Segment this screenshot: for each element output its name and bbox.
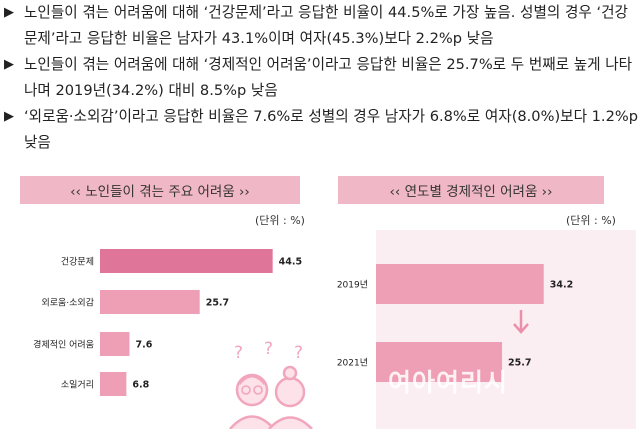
elderly-couple-icon: ? ? ? [229,340,313,429]
chart-background [376,230,636,429]
watermark-text: 여아여리시 [388,368,509,397]
value-label: 7.6 [135,340,152,351]
left-bar-chart: 건강문제 44.5 외로움·소외감 25.7 경제적인 어려움 7.6 소일거리 6.8 [33,249,302,396]
bullet-item: ▶ 노인들이 겪는 어려움에 대해 ‘건강문제’라고 응답한 비율이 44.5%… [4,0,640,52]
bar [100,249,273,273]
svg-text:?: ? [264,340,273,359]
triangle-bullet-icon: ▶ [4,57,14,72]
triangle-bullet-icon: ▶ [4,109,14,124]
value-label: 34.2 [550,280,573,291]
right-chart-title: ‹‹ 연도별 경제적인 어려움 ›› [338,176,604,204]
category-label: 외로움·소외감 [41,297,94,309]
bullet-text: ‘외로움·소외감’이라고 응답한 비율은 7.6%로 성별의 경우 남자가 6.… [24,108,638,151]
bullet-text: 노인들이 겪는 어려움에 대해 ‘건강문제’라고 응답한 비율이 44.5%로 … [24,4,628,47]
bullet-list: ▶ 노인들이 겪는 어려움에 대해 ‘건강문제’라고 응답한 비율이 44.5%… [4,0,640,156]
category-label: 2019년 [337,280,368,291]
value-label: 25.7 [206,298,229,309]
down-arrow-head-icon [513,323,529,334]
svg-text:?: ? [234,343,243,363]
value-label: 44.5 [279,257,302,268]
bullet-item: ▶ 노인들이 겪는 어려움에 대해 ‘경제적인 어려움’이라고 응답한 비율은 … [4,52,640,104]
bar [100,332,130,356]
value-label: 25.7 [508,358,531,369]
triangle-bullet-icon: ▶ [4,5,14,20]
svg-text:?: ? [294,343,303,363]
right-bar-chart: 2019년 34.2 2021년 25.7 [337,230,636,429]
bullet-text: 노인들이 겪는 어려움에 대해 ‘경제적인 어려움’이라고 응답한 비율은 25… [24,56,633,99]
bar [376,342,503,382]
category-label: 2021년 [337,358,368,369]
category-label: 건강문제 [61,257,94,268]
bullet-item: ▶ ‘외로움·소외감’이라고 응답한 비율은 7.6%로 성별의 경우 남자가 … [4,104,640,156]
right-chart-unit: (단위 : %) [566,214,616,227]
bar [100,290,200,314]
bar [376,264,544,304]
left-chart-unit: (단위 : %) [255,214,305,227]
left-chart-title: ‹‹ 노인들이 겪는 주요 어려움 ›› [20,176,300,204]
value-label: 6.8 [132,380,149,391]
category-label: 소일거리 [61,380,94,391]
bar [100,372,127,396]
category-label: 경제적인 어려움 [33,339,94,351]
